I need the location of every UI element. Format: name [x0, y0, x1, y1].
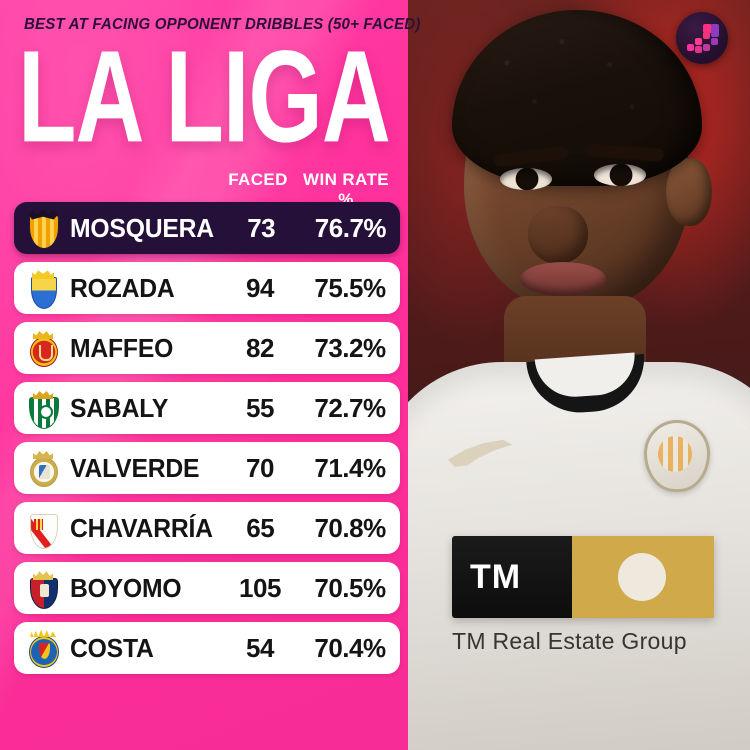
crown-icon	[33, 331, 53, 339]
player-photo: TM TM Real Estate Group	[408, 0, 750, 750]
win-rate-value: 70.5%	[314, 572, 386, 603]
table-row[interactable]: CHAVARRÍA 65 70.8%	[14, 502, 400, 554]
win-rate-value: 72.7%	[314, 392, 386, 423]
club-crest	[14, 382, 70, 434]
player-name: MOSQUERA	[70, 212, 214, 243]
player-name: VALVERDE	[70, 452, 200, 483]
faced-value: 94	[246, 272, 274, 303]
win-rate-value: 70.8%	[314, 512, 386, 543]
valencia-shirt-crest-icon	[644, 420, 710, 492]
club-crest	[14, 442, 70, 494]
shirt-sponsor-block: TM	[452, 536, 714, 618]
win-rate-value: 75.5%	[314, 272, 386, 303]
table-row[interactable]: VALVERDE 70 71.4%	[14, 442, 400, 494]
player-name: ROZADA	[70, 272, 175, 303]
valencia-bat-icon	[28, 209, 58, 220]
sponsor-gold-panel	[572, 536, 714, 618]
analytics-logo-icon[interactable]	[676, 12, 728, 64]
faced-value: 65	[246, 512, 275, 543]
crown-icon	[32, 270, 54, 279]
faced-value: 70	[246, 452, 274, 483]
faced-value: 105	[239, 572, 281, 603]
player-name: CHAVARRÍA	[70, 512, 213, 543]
player-name: SABALY	[70, 392, 169, 423]
subtitle-kicker: BEST AT FACING OPPONENT DRIBBLES (50+ FA…	[24, 16, 421, 33]
player-eye-left	[500, 168, 552, 190]
club-crest	[14, 202, 70, 254]
win-rate-value: 70.4%	[314, 632, 386, 663]
ranking-list: MOSQUERA 73 76.7% ROZADA 94 75.5% MAFFEO…	[14, 202, 400, 682]
player-lips	[520, 262, 606, 296]
club-crest	[14, 562, 70, 614]
table-row[interactable]: MOSQUERA 73 76.7%	[14, 202, 400, 254]
sponsor-secondary-text: TM Real Estate Group	[452, 628, 687, 654]
club-crest	[14, 262, 70, 314]
table-row[interactable]: MAFFEO 82 73.2%	[14, 322, 400, 374]
crown-icon	[33, 451, 53, 459]
player-eye-right	[594, 164, 646, 186]
crown-icon	[33, 391, 53, 399]
faced-value: 54	[246, 632, 274, 663]
table-row[interactable]: ROZADA 94 75.5%	[14, 262, 400, 314]
faced-value: 55	[246, 392, 274, 423]
win-rate-value: 73.2%	[314, 332, 386, 363]
win-rate-value: 71.4%	[314, 452, 386, 483]
crown-icon	[33, 571, 53, 580]
page-title: LA LIGA	[18, 24, 391, 170]
stars-icon	[30, 629, 56, 637]
club-crest	[14, 322, 70, 374]
club-crest	[14, 622, 70, 674]
faced-value: 82	[246, 332, 274, 363]
sponsor-primary-text: TM	[470, 557, 522, 596]
player-nose	[528, 206, 588, 264]
player-name: MAFFEO	[70, 332, 174, 363]
table-row[interactable]: SABALY 55 72.7%	[14, 382, 400, 434]
player-name: BOYOMO	[70, 572, 182, 603]
win-rate-value: 76.7%	[314, 212, 387, 243]
player-name: COSTA	[70, 632, 154, 663]
player-ear	[666, 158, 712, 226]
faced-value: 73	[247, 212, 276, 243]
column-header-faced: FACED	[228, 170, 288, 189]
table-row[interactable]: BOYOMO 105 70.5%	[14, 562, 400, 614]
club-crest	[14, 502, 70, 554]
table-row[interactable]: COSTA 54 70.4%	[14, 622, 400, 674]
